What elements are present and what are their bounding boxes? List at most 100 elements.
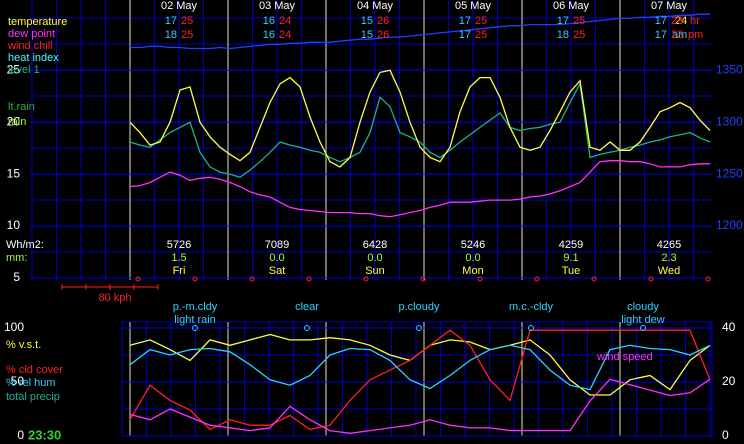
date-label: 07 May xyxy=(651,0,688,12)
condition-label: m.c.-cldy xyxy=(509,301,554,313)
temp-max: 26 xyxy=(377,15,389,27)
solar-value: 6428 xyxy=(363,239,387,251)
temp-max: 25 xyxy=(573,15,585,27)
clock: 23:30 xyxy=(28,427,61,442)
rain-value: 0.0 xyxy=(465,252,480,264)
dew-min: 16 xyxy=(263,29,275,41)
y2-tick-label: 1350 xyxy=(716,62,743,76)
condition-label: p.cloudy xyxy=(399,301,440,313)
weekday: Mon xyxy=(462,265,483,277)
y-tick-label: 5 xyxy=(13,270,20,284)
legend-label: % v.s.t. xyxy=(6,339,41,351)
wind-marker xyxy=(534,276,540,282)
wind-marker xyxy=(705,276,711,282)
wind-marker xyxy=(420,276,426,282)
temp-max: 25 xyxy=(181,15,193,27)
dew-min: 17 xyxy=(459,29,471,41)
series-annotation: wind speed xyxy=(596,351,653,363)
solar-value: 4259 xyxy=(559,239,583,251)
y2-tick-label: 20 xyxy=(722,374,736,388)
rain-label: mm: xyxy=(6,252,27,264)
legend-label: temperature xyxy=(8,16,67,28)
condition-label: clear xyxy=(295,301,319,313)
temp-min: 17 xyxy=(557,15,569,27)
dew-min: 18 xyxy=(557,29,569,41)
condition-marker xyxy=(528,325,534,331)
condition-label: cloudy xyxy=(627,301,659,313)
series-line xyxy=(129,160,710,218)
wind-marker xyxy=(591,276,597,282)
y-tick-label: 20 xyxy=(7,114,21,128)
period-c: am xyxy=(672,29,687,41)
condition-marker xyxy=(640,325,646,331)
solar-value: 5246 xyxy=(461,239,485,251)
legend-label: heat index xyxy=(8,52,59,64)
rain-value: 0.0 xyxy=(269,252,284,264)
dew-min: 18 xyxy=(165,29,177,41)
dew-max: 25 xyxy=(181,29,193,41)
weekday: Sat xyxy=(269,265,286,277)
temp-max: 24 xyxy=(279,15,291,27)
wind-scale-label: 80 kph xyxy=(98,292,131,304)
dew-max: 26 xyxy=(377,29,389,41)
solar-value: 4265 xyxy=(657,239,681,251)
rain-value: 9.1 xyxy=(563,252,578,264)
legend-label: % cld cover xyxy=(6,364,63,376)
wind-marker xyxy=(306,276,312,282)
date-label: 02 May xyxy=(161,0,198,12)
series-line xyxy=(130,13,710,50)
rain-value: 1.5 xyxy=(171,252,186,264)
period-b: hr xyxy=(690,15,700,27)
series-line xyxy=(129,329,711,431)
condition-label: p.-m.cldy xyxy=(173,301,218,313)
y2-tick-label: 0 xyxy=(722,428,729,442)
temp-max: 23 xyxy=(671,15,683,27)
weekday: Sun xyxy=(365,265,385,277)
dew-max: 25 xyxy=(573,29,585,41)
wind-marker xyxy=(249,276,255,282)
y-tick-label: 10 xyxy=(7,218,21,232)
date-label: 04 May xyxy=(357,0,394,12)
rain-value: 2.3 xyxy=(661,252,676,264)
date-label: 05 May xyxy=(455,0,492,12)
wind-marker xyxy=(363,276,369,282)
legend-label: level 1 xyxy=(8,64,40,76)
temp-min: 17 xyxy=(459,15,471,27)
series-line xyxy=(129,69,711,168)
temp-min: 16 xyxy=(263,15,275,27)
weekday: Tue xyxy=(562,265,581,277)
dew-max: 25 xyxy=(475,29,487,41)
condition-sub: light dew xyxy=(621,314,664,326)
dew-max: 23 xyxy=(671,29,683,41)
y2-tick-label: 1200 xyxy=(716,218,743,232)
condition-sub: light rain xyxy=(174,314,216,326)
y2-tick-label: 1300 xyxy=(716,114,743,128)
temp-min: 17 xyxy=(655,15,667,27)
condition-marker xyxy=(416,325,422,331)
wind-marker xyxy=(648,276,654,282)
legend-label: rain xyxy=(8,116,26,128)
legend-label: lt.rain xyxy=(8,101,35,113)
dew-min: 15 xyxy=(361,29,373,41)
weekday: Fri xyxy=(173,265,186,277)
y-tick-label: 50 xyxy=(11,374,25,388)
y2-tick-label: 40 xyxy=(722,320,736,334)
solar-value: 5726 xyxy=(167,239,191,251)
solar-value: 7089 xyxy=(265,239,289,251)
legend-label: total precip xyxy=(6,391,60,403)
y-tick-label: 15 xyxy=(7,166,21,180)
legend-label: wind chill xyxy=(7,40,53,52)
legend-label: dew point xyxy=(8,28,55,40)
series-line xyxy=(129,378,711,434)
wind-marker xyxy=(135,276,141,282)
wind-marker xyxy=(477,276,483,282)
temp-max: 25 xyxy=(475,15,487,27)
legend-label: % rel hum xyxy=(6,377,56,389)
wind-marker xyxy=(192,276,198,282)
temp-min: 17 xyxy=(165,15,177,27)
period-a: 24 xyxy=(675,15,687,27)
date-label: 06 May xyxy=(553,0,590,12)
temp-min: 15 xyxy=(361,15,373,27)
